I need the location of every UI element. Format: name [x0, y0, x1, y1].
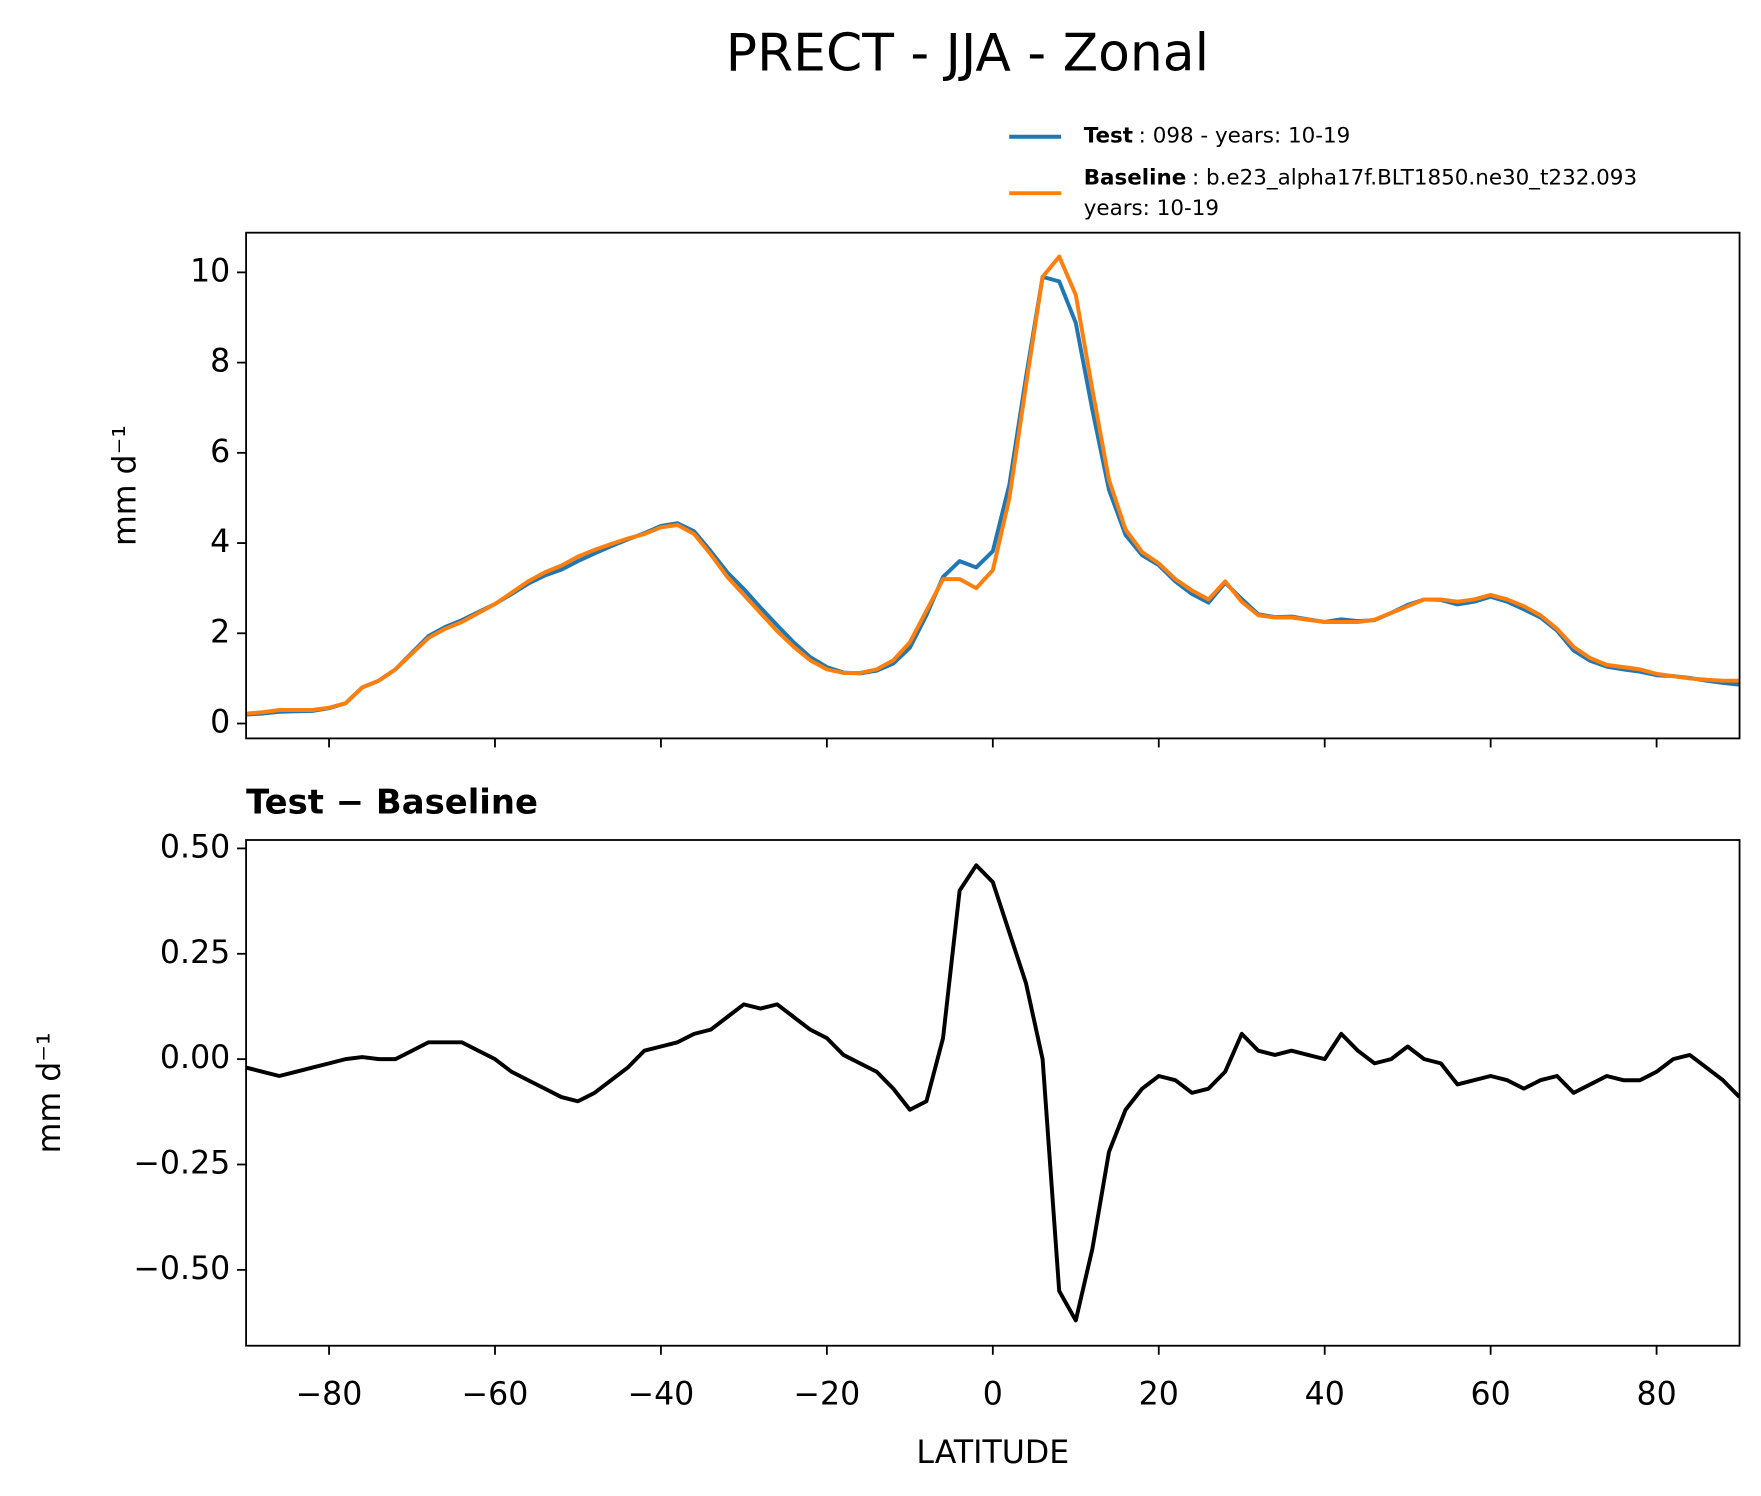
x-tick-label: 20 [1139, 1376, 1179, 1412]
x-tick-label: 80 [1636, 1376, 1676, 1412]
data-line [246, 254, 1740, 716]
legend-description: years: 10-19 [1084, 196, 1219, 221]
y-tick-label: 0.50 [160, 829, 230, 865]
y-tick-label: 0.25 [160, 935, 230, 971]
y-tick-label: 0.00 [160, 1040, 230, 1076]
legend-description: : 098 - years: 10-19 [1139, 124, 1351, 149]
data-line [246, 863, 1740, 1323]
x-tick-label: −40 [628, 1376, 695, 1412]
y-axis-label: mm d⁻¹ [32, 1032, 68, 1153]
x-tick-label: 40 [1305, 1376, 1345, 1412]
legend-label: Baseline: b.e23_alpha17f.BLT1850.ne30_t2… [1084, 165, 1637, 190]
x-axis-label: LATITUDE [916, 1435, 1069, 1471]
x-tick-label: −60 [462, 1376, 529, 1412]
axes-frame [245, 839, 1741, 1347]
plot-area [246, 863, 1740, 1323]
legend-description: : b.e23_alpha17f.BLT1850.ne30_t232.093 [1192, 165, 1637, 190]
x-tick-label: −80 [296, 1376, 363, 1412]
y-tick-label: −0.25 [133, 1146, 230, 1182]
x-tick-label: 60 [1471, 1376, 1511, 1412]
legend-name: Baseline [1084, 165, 1187, 190]
x-tick-label: −20 [794, 1376, 861, 1412]
y-axis-label: mm d⁻¹ [107, 425, 143, 546]
y-tick-label: 10 [190, 253, 230, 289]
legend-label: Test: 098 - years: 10-19 [1084, 124, 1351, 149]
figure-title: PRECT - JJA - Zonal [726, 24, 1209, 84]
plot-area [246, 254, 1740, 717]
legend-name: Test [1084, 124, 1133, 149]
panel-title: Test − Baseline [246, 782, 538, 821]
y-tick-label: 4 [210, 524, 230, 560]
axes-frame [245, 231, 1741, 740]
x-tick-label: 0 [983, 1376, 1003, 1412]
y-tick-label: 6 [210, 434, 230, 470]
y-tick-label: 2 [210, 614, 230, 650]
y-tick-label: −0.50 [133, 1251, 230, 1287]
y-tick-label: 8 [210, 344, 230, 380]
y-tick-label: 0 [210, 705, 230, 741]
